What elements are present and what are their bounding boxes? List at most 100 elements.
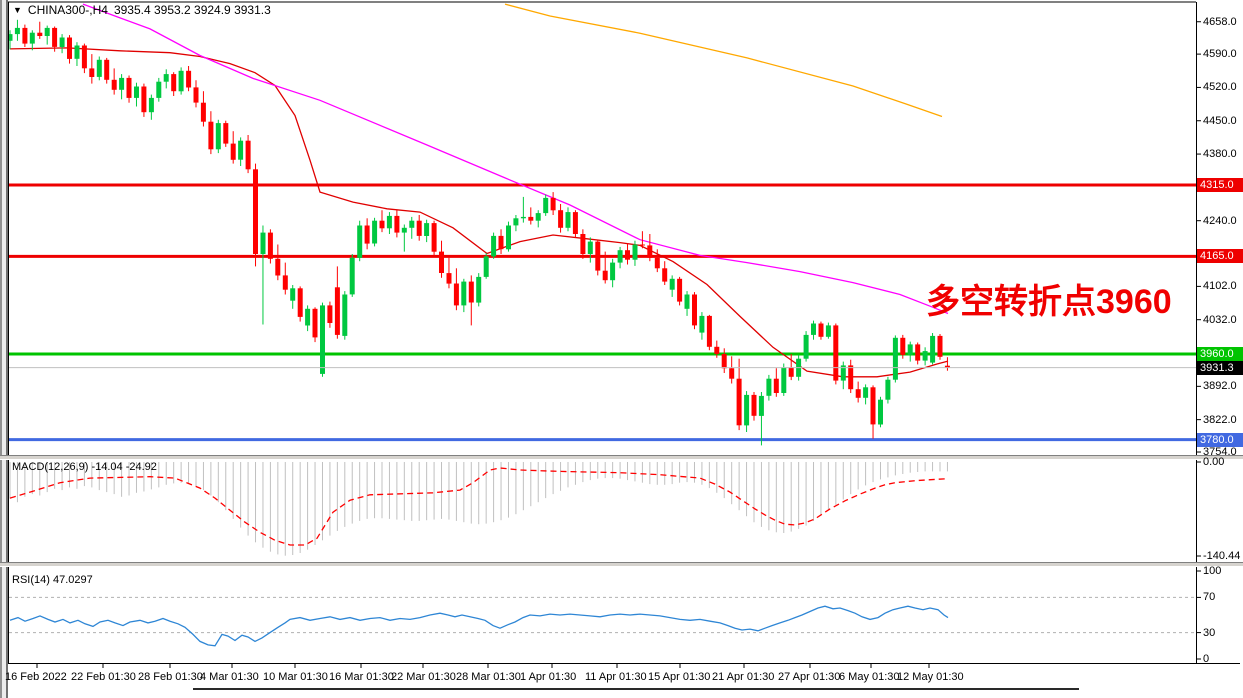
time-axis-label: 12 May 01:30	[897, 671, 964, 683]
candle-body	[587, 241, 593, 254]
price-tick-label: 4520.0	[1203, 81, 1237, 93]
candle-body	[863, 387, 869, 398]
candle-body	[334, 287, 340, 335]
candle-body	[253, 169, 258, 254]
candle-body	[565, 212, 571, 228]
time-axis-label: 11 Apr 01:30	[585, 671, 647, 683]
window-frame-edge	[2, 0, 6, 698]
macd-indicator-label: MACD(12,26,9) -14.04 -24.92	[12, 461, 157, 473]
chart-annotation-text[interactable]: 多空转折点3960	[926, 283, 1172, 321]
candle-body	[156, 81, 162, 98]
candlesticks	[9, 19, 950, 446]
candle-body	[245, 140, 251, 170]
rsi-line	[9, 605, 949, 647]
rsi-plot	[9, 596, 1196, 647]
candle-body	[327, 305, 333, 323]
candle-body	[632, 244, 638, 260]
candle-body	[848, 365, 854, 390]
candle-body	[111, 79, 117, 90]
candle-body	[647, 245, 653, 258]
time-axis-label: 27 Apr 01:30	[778, 671, 841, 683]
price-tick-label: 4658.0	[1203, 16, 1237, 28]
level-price-badge: 4165.0	[1197, 249, 1243, 263]
candle-body	[781, 367, 787, 393]
price-tick-label: 4102.0	[1203, 280, 1237, 292]
candle-body	[171, 74, 177, 92]
chevron-down-icon[interactable]: ▼	[13, 4, 22, 15]
candle-body	[349, 257, 355, 295]
price-tick-label: 3892.0	[1203, 380, 1237, 392]
scroll-position-bar[interactable]	[193, 688, 1079, 690]
panel-splitter-rsi[interactable]	[0, 562, 1243, 567]
candle-body	[550, 197, 556, 211]
candle-body	[840, 365, 846, 381]
candle-body	[409, 220, 415, 228]
candle-body	[193, 87, 199, 103]
candle-body	[215, 123, 221, 150]
candle-body	[200, 102, 206, 122]
candle-body	[610, 262, 616, 281]
rsi-tick-label: 100	[1203, 565, 1222, 577]
candle-body	[74, 45, 80, 59]
panel-splitter-macd[interactable]	[0, 455, 1243, 460]
candle-body	[543, 197, 549, 214]
symbol-name: CHINA300-,H4	[27, 3, 108, 17]
macd-signal-line	[9, 467, 949, 546]
candle-body	[491, 235, 497, 257]
price-tick-label: 4590.0	[1203, 48, 1237, 60]
candle-body	[744, 394, 750, 426]
candle-body	[699, 315, 705, 333]
candle-body	[677, 278, 683, 302]
candle-body	[736, 378, 742, 426]
candle-body	[617, 250, 623, 263]
candle-body	[81, 45, 87, 69]
candle-body	[528, 216, 534, 221]
candle-body	[141, 86, 147, 113]
candle-body	[825, 325, 831, 337]
price-tick-label: 3754.0	[1203, 446, 1237, 458]
time-axis-label: 15 Apr 01:30	[648, 671, 711, 683]
candle-body	[662, 268, 668, 282]
candle-body	[134, 86, 139, 98]
candle-body	[282, 275, 288, 290]
time-axis-label: 6 May 01:30	[839, 671, 900, 683]
rsi-tick-label: 0	[1203, 653, 1210, 665]
macd-tick-label: -140.44	[1203, 550, 1241, 562]
rsi-indicator-label: RSI(14) 47.0297	[12, 574, 93, 586]
candle-body	[320, 305, 325, 374]
time-axis-label: 16 Feb 2022	[5, 671, 67, 683]
candle-body	[96, 59, 102, 77]
price-tick-label: 4032.0	[1203, 314, 1237, 326]
candle-body	[461, 281, 467, 306]
candle-body	[59, 37, 65, 47]
candle-body	[178, 70, 184, 92]
level-price-badge: 4315.0	[1197, 178, 1243, 192]
candle-body	[885, 379, 891, 400]
window-frame-edge	[0, 0, 2, 698]
candle-body	[275, 258, 281, 276]
candle-body	[290, 288, 296, 301]
candle-body	[424, 223, 430, 236]
candle-body	[572, 212, 578, 234]
candle-body	[602, 270, 608, 281]
candle-body	[930, 335, 936, 363]
candle-body	[892, 337, 898, 380]
candle-body	[766, 378, 772, 396]
candle-body	[163, 74, 169, 82]
time-axis-label: 21 Apr 01:30	[712, 671, 775, 683]
level-price-badge: 3960.0	[1197, 347, 1243, 361]
candle-body	[416, 220, 422, 236]
candle-body	[729, 368, 735, 379]
candle-body	[878, 399, 883, 425]
candle-body	[811, 323, 816, 335]
candle-body	[639, 244, 645, 246]
candle-body	[119, 77, 125, 90]
candle-body	[126, 77, 132, 98]
candle-body	[558, 210, 564, 228]
candle-body	[937, 335, 943, 357]
candle-body	[89, 68, 95, 77]
moving-averages	[9, 3, 949, 378]
candle-body	[758, 395, 764, 416]
